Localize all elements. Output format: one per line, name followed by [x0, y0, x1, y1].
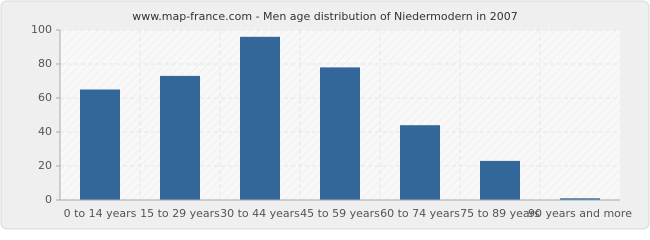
y-tick-label: 20 [38, 159, 52, 172]
bar [80, 89, 120, 200]
bar [160, 75, 200, 200]
x-tick-label: 30 to 44 years [220, 207, 300, 220]
chart-title: www.map-france.com - Men age distributio… [132, 10, 517, 23]
x-tick-label: 90 years and more [528, 207, 632, 220]
x-tick-label: 0 to 14 years [64, 207, 137, 220]
bar [480, 160, 520, 200]
x-tick-label: 60 to 74 years [380, 207, 460, 220]
bar [240, 36, 280, 200]
bar [560, 198, 600, 200]
y-tick-label: 40 [38, 125, 52, 138]
x-tick-label: 45 to 59 years [300, 207, 380, 220]
x-tick-label: 15 to 29 years [140, 207, 220, 220]
y-tick-label: 60 [38, 91, 52, 104]
x-tick-label: 75 to 89 years [460, 207, 540, 220]
bar [400, 125, 440, 200]
y-tick-label: 80 [38, 57, 52, 70]
y-tick-label: 0 [45, 193, 52, 206]
chart: www.map-france.com - Men age distributio… [0, 0, 650, 230]
y-tick-label: 100 [31, 23, 52, 36]
bar [320, 67, 360, 201]
